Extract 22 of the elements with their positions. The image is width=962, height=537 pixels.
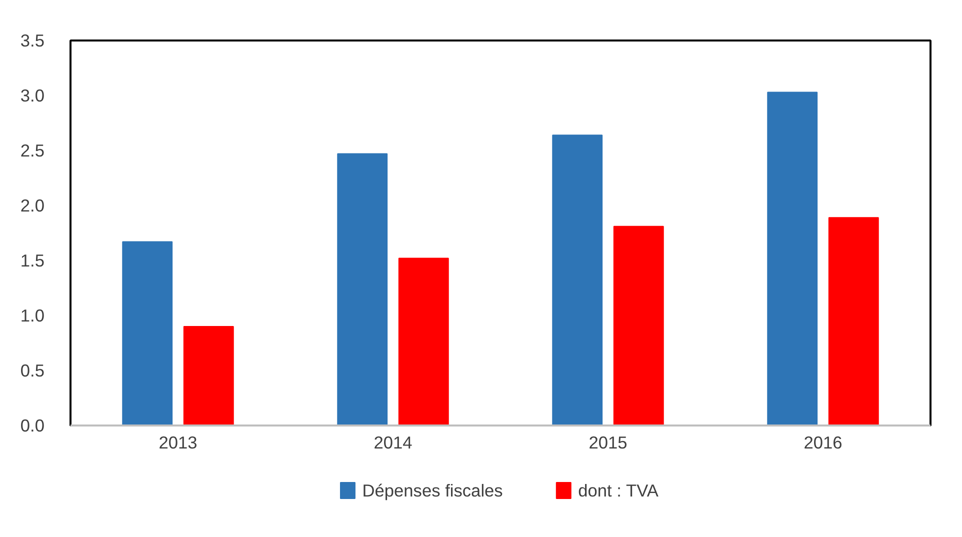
y-tick-label: 1.5 <box>20 250 45 270</box>
bar <box>613 226 664 426</box>
bar <box>337 153 388 426</box>
legend-label: dont : TVA <box>578 480 659 500</box>
y-tick-label: 3.5 <box>20 30 45 50</box>
x-tick-label: 2013 <box>158 432 198 452</box>
bar <box>767 92 818 426</box>
y-tick-label: 0.0 <box>20 416 45 436</box>
y-tick-label: 2.5 <box>20 140 45 160</box>
bar <box>552 134 603 426</box>
y-tick-label: 1.0 <box>20 306 45 326</box>
bar <box>122 241 173 426</box>
bar <box>828 217 879 426</box>
y-tick-label: 3.0 <box>20 86 45 106</box>
bar <box>183 326 234 426</box>
x-tick-label: 2015 <box>588 432 628 452</box>
x-tick-label: 2014 <box>374 432 413 452</box>
y-tick-label: 0.5 <box>20 360 45 380</box>
x-tick-label: 2016 <box>804 432 842 452</box>
bar <box>398 258 449 426</box>
legend-label: Dépenses fiscales <box>362 480 504 500</box>
y-tick-label: 2.0 <box>20 196 45 216</box>
